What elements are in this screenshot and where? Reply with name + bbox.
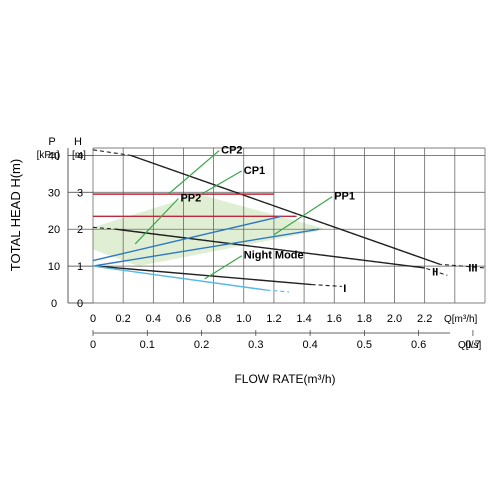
h-tick-label-0: 0 xyxy=(77,298,83,310)
x-axis-ls-unit: Q[l/s] xyxy=(458,340,482,351)
h-tick-label-1: 1 xyxy=(77,261,83,273)
series-5-line xyxy=(92,215,282,262)
series-0-dashed xyxy=(92,149,486,269)
x-tick-label-8: 1.6 xyxy=(327,313,342,325)
annotation-label-6: II xyxy=(432,266,438,278)
h-tick-label-4: 4 xyxy=(77,150,83,162)
series-1-line xyxy=(115,228,425,269)
annotation-leader-4 xyxy=(204,255,243,280)
annotation-leader-0 xyxy=(167,150,220,195)
h-tick-label-2: 2 xyxy=(77,224,83,236)
series-7-line xyxy=(92,265,267,291)
ls-tick-label-2: 0.2 xyxy=(194,339,209,351)
annotation-label-4: Night Mode xyxy=(244,250,304,262)
series-7-dashed xyxy=(266,289,290,293)
annotation-label-7: III xyxy=(468,263,477,275)
annotation-label-5: I xyxy=(343,283,346,295)
series-6-line xyxy=(92,228,320,267)
p-tick-label-4: 40 xyxy=(48,150,60,162)
ls-tick-label-1: 0.1 xyxy=(140,339,155,351)
ylabel: TOTAL HEAD H(m) xyxy=(8,159,23,271)
x-tick-label-9: 1.8 xyxy=(357,313,372,325)
series-2-dashed xyxy=(311,283,342,287)
annotation-label-2: PP2 xyxy=(180,193,201,205)
h-axis-header: H xyxy=(74,136,82,148)
h-tick-label-3: 3 xyxy=(77,187,83,199)
p-axis-unit: [kPa] xyxy=(37,150,60,161)
xlabel: FLOW RATE(m³/h) xyxy=(234,372,335,386)
annotation-label-3: PP1 xyxy=(334,191,355,203)
x-tick-label-10: 2.0 xyxy=(387,313,402,325)
ls-tick-label-4: 0.4 xyxy=(302,339,317,351)
ls-tick-label-7: 0.7 xyxy=(465,339,480,351)
p-tick-label-2: 20 xyxy=(48,224,60,236)
ls-tick-label-3: 0.3 xyxy=(248,339,263,351)
series-0-line xyxy=(130,154,441,265)
x-tick-label-0: 0 xyxy=(90,313,96,325)
x-tick-label-4: 0.8 xyxy=(206,313,221,325)
annotation-leader-2 xyxy=(134,198,179,245)
series-2-line xyxy=(95,265,312,286)
annotation-label-1: CP1 xyxy=(244,165,265,177)
ls-tick-label-6: 0.6 xyxy=(411,339,426,351)
x-tick-label-7: 1.4 xyxy=(296,313,311,325)
ls-tick-label-5: 0.5 xyxy=(357,339,372,351)
x-tick-label-2: 0.4 xyxy=(146,313,161,325)
annotation-leader-1 xyxy=(201,170,243,195)
operating-area-shade xyxy=(93,194,327,267)
x-tick-label-6: 1.2 xyxy=(266,313,281,325)
annotation-leader-3 xyxy=(273,196,333,236)
x-tick-label-5: 1.0 xyxy=(236,313,251,325)
x-tick-label-1: 0.2 xyxy=(116,313,131,325)
p-tick-label-1: 10 xyxy=(48,261,60,273)
ls-tick-label-0: 0 xyxy=(90,339,96,351)
x-tick-label-11: 2.2 xyxy=(417,313,432,325)
p-tick-label-0: 0 xyxy=(51,298,57,310)
annotation-label-0: CP2 xyxy=(221,145,242,157)
x-tick-label-3: 0.6 xyxy=(176,313,191,325)
p-tick-label-3: 30 xyxy=(48,187,60,199)
p-axis-header: P xyxy=(48,136,55,148)
x-axis-unit: Q[m³/h] xyxy=(444,314,478,325)
